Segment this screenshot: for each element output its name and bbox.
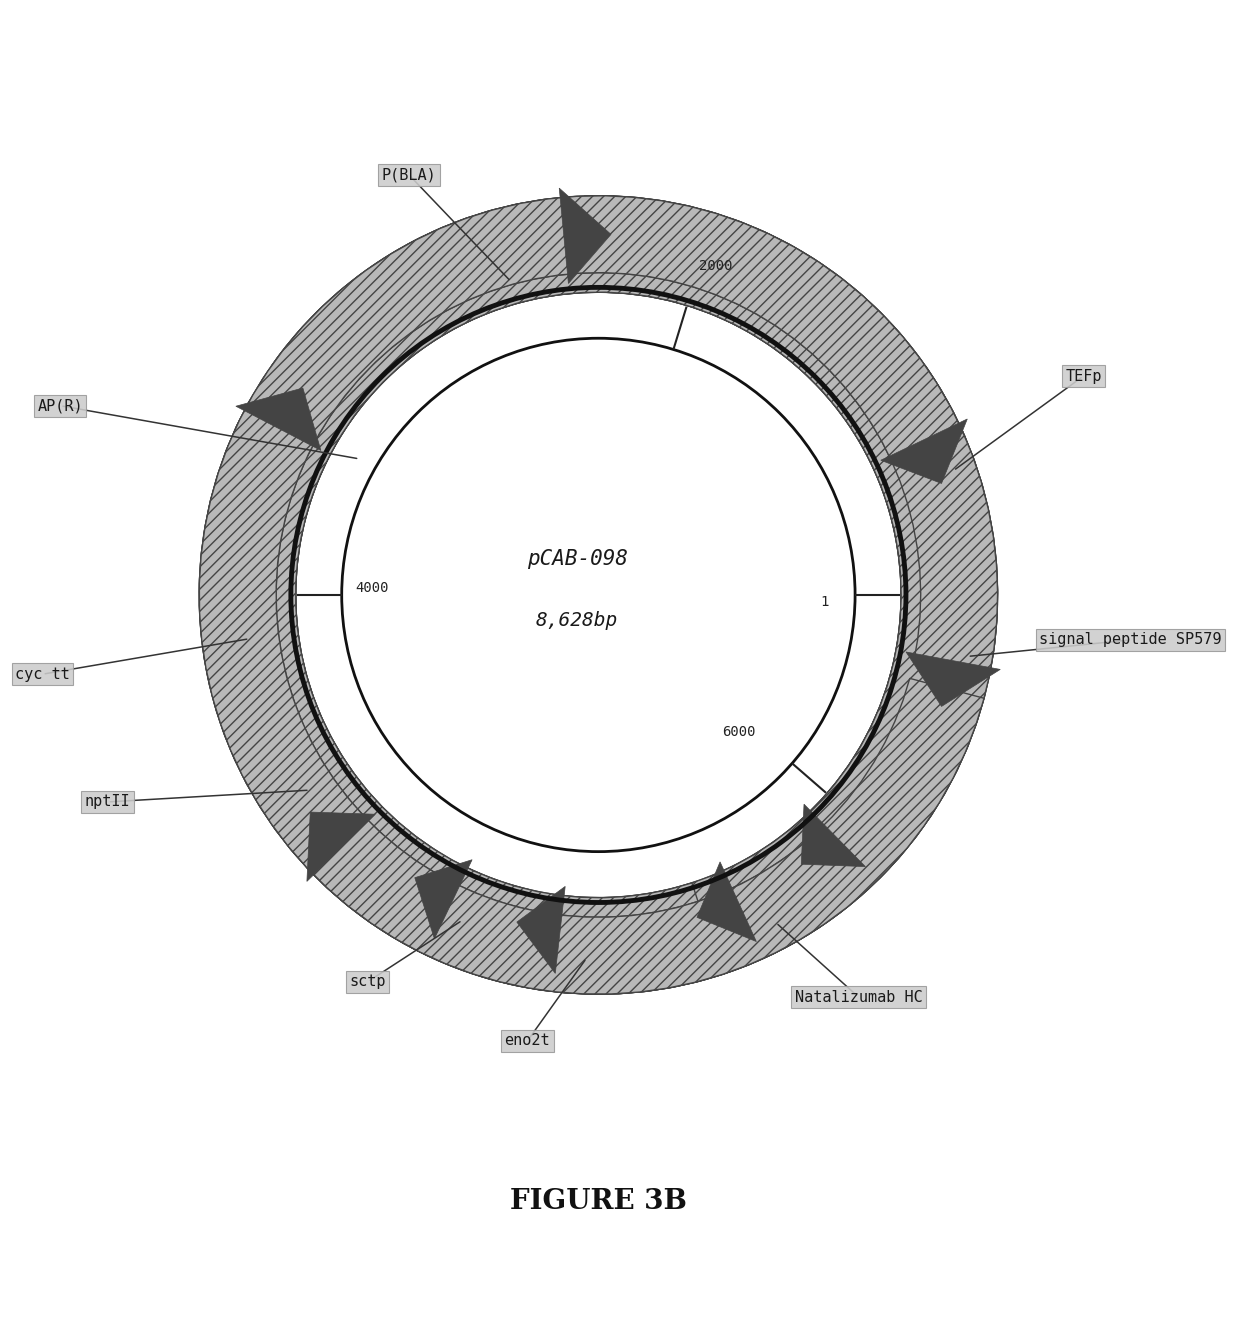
- Text: P(BLA): P(BLA): [382, 168, 436, 182]
- Text: 8,628bp: 8,628bp: [536, 611, 619, 631]
- Polygon shape: [200, 195, 985, 994]
- Text: TEFp: TEFp: [1065, 368, 1101, 384]
- Polygon shape: [906, 652, 1001, 706]
- Text: Natalizumab HC: Natalizumab HC: [795, 990, 923, 1005]
- Text: eno2t: eno2t: [505, 1034, 551, 1048]
- Polygon shape: [517, 887, 565, 973]
- Polygon shape: [697, 862, 756, 941]
- Text: FIGURE 3B: FIGURE 3B: [510, 1188, 687, 1216]
- Polygon shape: [801, 804, 866, 867]
- Text: 1: 1: [820, 595, 828, 609]
- Polygon shape: [236, 388, 321, 450]
- Text: pCAB-098: pCAB-098: [527, 549, 627, 569]
- Polygon shape: [880, 418, 967, 483]
- Polygon shape: [227, 223, 970, 966]
- Polygon shape: [200, 195, 998, 994]
- Polygon shape: [306, 812, 376, 882]
- Text: sctp: sctp: [350, 974, 386, 989]
- Polygon shape: [272, 195, 997, 994]
- Polygon shape: [227, 223, 970, 966]
- Polygon shape: [200, 195, 998, 994]
- Text: nptII: nptII: [84, 795, 130, 809]
- Text: signal peptide SP579: signal peptide SP579: [1039, 632, 1221, 647]
- Polygon shape: [200, 197, 998, 994]
- Text: cyc tt: cyc tt: [15, 667, 69, 681]
- Text: 2000: 2000: [699, 259, 733, 273]
- Polygon shape: [559, 189, 611, 284]
- Text: AP(R): AP(R): [37, 399, 83, 413]
- Text: 6000: 6000: [722, 725, 755, 738]
- Text: 4000: 4000: [356, 581, 389, 595]
- Polygon shape: [227, 223, 970, 966]
- Polygon shape: [227, 223, 970, 957]
- Polygon shape: [415, 859, 472, 939]
